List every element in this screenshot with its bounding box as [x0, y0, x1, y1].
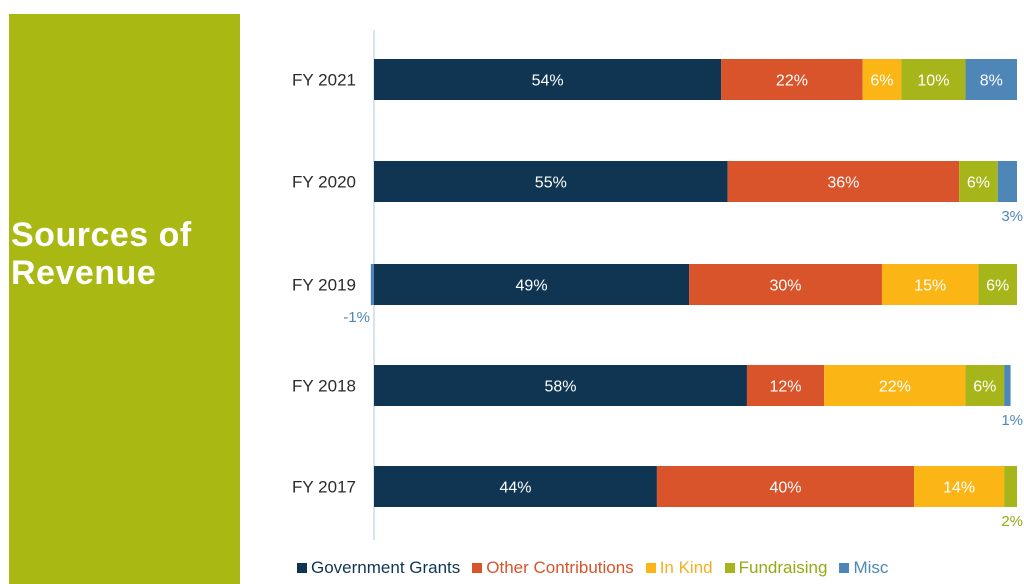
data-label: 44%: [499, 480, 531, 497]
data-label: 3%: [1001, 208, 1023, 225]
data-label: 12%: [770, 379, 802, 396]
data-label: 40%: [770, 480, 802, 497]
data-label: 1%: [1001, 412, 1023, 429]
legend-label: In Kind: [659, 558, 713, 577]
data-label: -1%: [343, 309, 370, 326]
bar-segment: [374, 365, 747, 406]
data-label: 6%: [973, 379, 996, 396]
bar-segment: [721, 59, 863, 100]
bar-segment: [965, 59, 1017, 100]
legend-swatch: [645, 563, 656, 573]
bar-segment: [824, 365, 966, 406]
data-label: 2%: [1001, 513, 1023, 530]
legend-label: Other Contributions: [486, 558, 634, 577]
legend-item: Other Contributions: [472, 558, 634, 578]
legend-label: Fundraising: [738, 558, 828, 577]
data-label: 30%: [770, 278, 802, 295]
legend-item: In Kind: [645, 558, 713, 578]
bar-segment: [959, 161, 998, 202]
legend-swatch: [297, 563, 307, 573]
category-label: FY 2017: [292, 478, 356, 497]
bar-segment: [965, 365, 1005, 406]
bar-segment: [1004, 466, 1017, 507]
bar-segment: [374, 466, 657, 507]
data-label: 22%: [879, 379, 911, 396]
data-label: 10%: [917, 73, 949, 90]
bar-segment: [689, 264, 882, 305]
data-label: 6%: [986, 278, 1009, 295]
bar-segment: [370, 264, 374, 305]
legend-label: Misc: [853, 558, 889, 577]
bar-segment: [727, 161, 960, 202]
data-label: 6%: [967, 175, 990, 192]
bar-segment: [901, 59, 966, 100]
data-label: 55%: [535, 175, 567, 192]
data-label: 14%: [943, 480, 975, 497]
data-label: 58%: [544, 379, 576, 396]
data-label: 15%: [914, 278, 946, 295]
sidebar-panel: Sources of Revenue: [9, 14, 240, 584]
legend-item: Government Grants: [297, 558, 460, 578]
legend-item: Fundraising: [724, 558, 828, 578]
bar-segment: [656, 466, 915, 507]
data-label: 6%: [870, 73, 893, 90]
category-label: FY 2020: [292, 173, 356, 192]
data-label: 8%: [980, 73, 1003, 90]
data-label: 22%: [776, 73, 808, 90]
bar-segment: [746, 365, 825, 406]
data-label: 54%: [532, 73, 564, 90]
legend-swatch: [472, 563, 483, 573]
bar-segment: [374, 161, 728, 202]
bar-segment: [914, 466, 1005, 507]
data-label: 49%: [516, 278, 548, 295]
category-label: FY 2021: [292, 71, 356, 90]
page-title: Sources of Revenue: [9, 216, 240, 292]
bar-segment: [374, 59, 722, 100]
bar-segment: [881, 264, 979, 305]
bar-segment: [997, 161, 1017, 202]
legend-item: Misc: [839, 558, 888, 578]
legend-swatch: [839, 563, 850, 573]
bar-segment: [1004, 365, 1011, 406]
bar-segment: [374, 264, 690, 305]
bar-segment: [862, 59, 902, 100]
category-label: FY 2019: [292, 276, 356, 295]
chart-legend: Government Grants Other Contributions In K…: [297, 556, 888, 580]
bar-segment: [978, 264, 1017, 305]
legend-swatch: [724, 563, 735, 573]
page-title-line-1: Sources of: [11, 216, 192, 254]
legend-label: Government Grants: [311, 558, 461, 577]
page-title-line-2: Revenue: [11, 254, 157, 292]
category-label: FY 2018: [292, 377, 356, 396]
data-label: 36%: [827, 175, 859, 192]
